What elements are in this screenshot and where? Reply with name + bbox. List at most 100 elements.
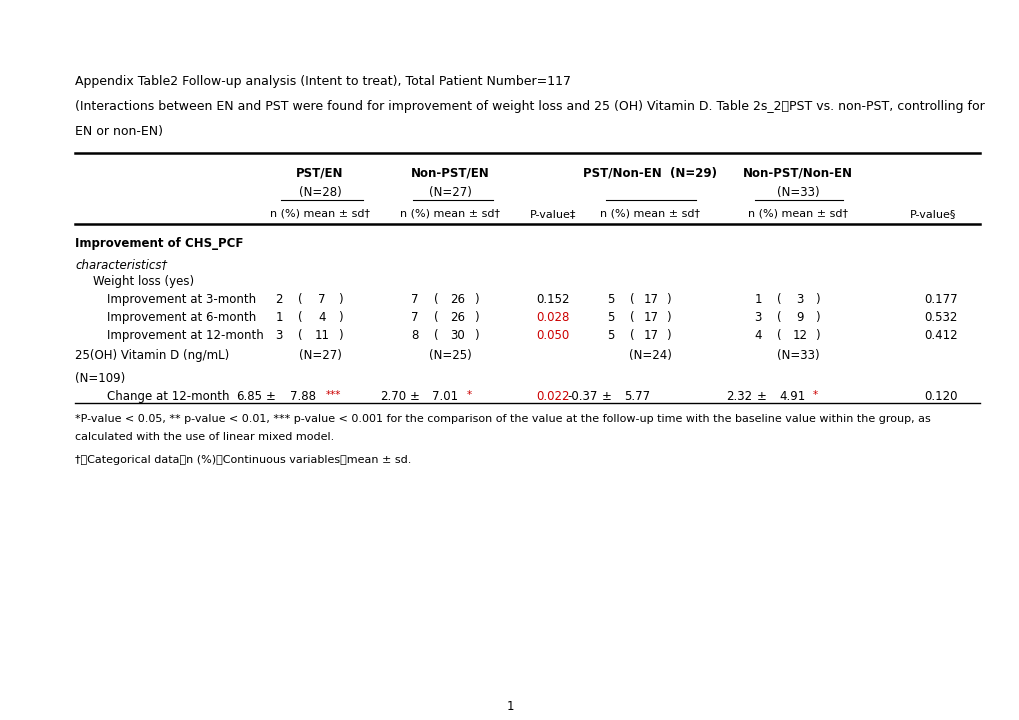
Text: 0.028: 0.028	[536, 311, 570, 324]
Text: 2.32: 2.32	[726, 390, 751, 403]
Text: Non-PST/Non-EN: Non-PST/Non-EN	[742, 166, 852, 179]
Text: PST/EN: PST/EN	[296, 166, 343, 179]
Text: ): )	[337, 329, 342, 342]
Text: 30: 30	[450, 329, 465, 342]
Text: 8: 8	[412, 329, 419, 342]
Text: (: (	[629, 311, 634, 324]
Text: 0.120: 0.120	[923, 390, 957, 403]
Text: ): )	[665, 329, 669, 342]
Text: Improvement at 12-month: Improvement at 12-month	[107, 329, 264, 342]
Text: 5: 5	[607, 293, 614, 306]
Text: 7: 7	[411, 311, 419, 324]
Text: 7: 7	[318, 293, 325, 306]
Text: 7: 7	[411, 293, 419, 306]
Text: 5.77: 5.77	[624, 390, 649, 403]
Text: (N=27): (N=27)	[428, 186, 471, 199]
Text: 0.050: 0.050	[536, 329, 569, 342]
Text: *P-value < 0.05, ** p-value < 0.01, *** p-value < 0.001 for the comparison of th: *P-value < 0.05, ** p-value < 0.01, *** …	[75, 414, 930, 424]
Text: 17: 17	[643, 329, 658, 342]
Text: Improvement at 3-month: Improvement at 3-month	[107, 293, 256, 306]
Text: *: *	[812, 390, 817, 400]
Text: (: (	[775, 329, 781, 342]
Text: 0.177: 0.177	[923, 293, 957, 306]
Text: calculated with the use of linear mixed model.: calculated with the use of linear mixed …	[75, 432, 334, 442]
Text: Change at 12-month: Change at 12-month	[107, 390, 229, 403]
Text: ±: ±	[410, 390, 420, 403]
Text: Non-PST/EN: Non-PST/EN	[411, 166, 489, 179]
Text: P-value‡: P-value‡	[529, 209, 576, 219]
Text: 17: 17	[643, 311, 658, 324]
Text: (: (	[298, 329, 302, 342]
Text: 5: 5	[607, 311, 614, 324]
Text: 2: 2	[275, 293, 282, 306]
Text: 1: 1	[754, 293, 761, 306]
Text: (N=27): (N=27)	[299, 349, 341, 362]
Text: ): )	[814, 329, 818, 342]
Text: ): )	[473, 293, 478, 306]
Text: ±: ±	[266, 390, 275, 403]
Text: -0.37: -0.37	[567, 390, 597, 403]
Text: (N=33): (N=33)	[775, 349, 818, 362]
Text: *: *	[467, 390, 472, 400]
Text: PST/Non-EN  (N=29): PST/Non-EN (N=29)	[583, 166, 716, 179]
Text: 5: 5	[607, 329, 614, 342]
Text: Weight loss (yes): Weight loss (yes)	[93, 275, 194, 288]
Text: ): )	[814, 311, 818, 324]
Text: 0.532: 0.532	[923, 311, 957, 324]
Text: ): )	[337, 293, 342, 306]
Text: 7.88: 7.88	[289, 390, 316, 403]
Text: 12: 12	[792, 329, 807, 342]
Text: ): )	[665, 293, 669, 306]
Text: (Interactions between EN and PST were found for improvement of weight loss and 2: (Interactions between EN and PST were fo…	[75, 100, 983, 113]
Text: 4: 4	[754, 329, 761, 342]
Text: (N=25): (N=25)	[428, 349, 471, 362]
Text: (: (	[775, 311, 781, 324]
Text: ): )	[473, 329, 478, 342]
Text: 6.85: 6.85	[235, 390, 262, 403]
Text: 7.01: 7.01	[432, 390, 458, 403]
Text: (: (	[298, 311, 302, 324]
Text: 1: 1	[275, 311, 282, 324]
Text: 0.412: 0.412	[923, 329, 957, 342]
Text: 25(OH) Vitamin D (ng/mL): 25(OH) Vitamin D (ng/mL)	[75, 349, 229, 362]
Text: (: (	[629, 293, 634, 306]
Text: ): )	[337, 311, 342, 324]
Text: ***: ***	[326, 390, 341, 400]
Text: ±: ±	[601, 390, 611, 403]
Text: 3: 3	[796, 293, 803, 306]
Text: EN or non-EN): EN or non-EN)	[75, 125, 163, 138]
Text: (: (	[433, 293, 438, 306]
Text: n (%) mean ± sd†: n (%) mean ± sd†	[747, 209, 847, 219]
Text: (N=33): (N=33)	[775, 186, 818, 199]
Text: n (%) mean ± sd†: n (%) mean ± sd†	[399, 209, 499, 219]
Text: (: (	[433, 329, 438, 342]
Text: 3: 3	[275, 329, 282, 342]
Text: Improvement of CHS_PCF: Improvement of CHS_PCF	[75, 237, 244, 250]
Text: n (%) mean ± sd†: n (%) mean ± sd†	[599, 209, 699, 219]
Text: (N=109): (N=109)	[75, 372, 125, 385]
Text: Improvement at 6-month: Improvement at 6-month	[107, 311, 256, 324]
Text: Appendix Table2 Follow-up analysis (Intent to treat), Total Patient Number=117: Appendix Table2 Follow-up analysis (Inte…	[75, 75, 571, 88]
Text: 26: 26	[450, 293, 465, 306]
Text: 0.022: 0.022	[536, 390, 570, 403]
Text: 1: 1	[505, 700, 514, 713]
Text: characteristics†: characteristics†	[75, 258, 167, 271]
Text: ): )	[665, 311, 669, 324]
Text: ): )	[473, 311, 478, 324]
Text: (N=28): (N=28)	[299, 186, 341, 199]
Text: 0.152: 0.152	[536, 293, 570, 306]
Text: †：Categorical data：n (%)；Continuous variables：mean ± sd.: †：Categorical data：n (%)；Continuous vari…	[75, 455, 411, 465]
Text: 4: 4	[318, 311, 325, 324]
Text: 2.70: 2.70	[379, 390, 406, 403]
Text: n (%) mean ± sd†: n (%) mean ± sd†	[270, 209, 370, 219]
Text: 17: 17	[643, 293, 658, 306]
Text: (: (	[298, 293, 302, 306]
Text: ): )	[814, 293, 818, 306]
Text: (: (	[433, 311, 438, 324]
Text: P-value§: P-value§	[909, 209, 955, 219]
Text: 4.91: 4.91	[779, 390, 804, 403]
Text: (: (	[775, 293, 781, 306]
Text: (: (	[629, 329, 634, 342]
Text: (N=24): (N=24)	[628, 349, 671, 362]
Text: 26: 26	[450, 311, 465, 324]
